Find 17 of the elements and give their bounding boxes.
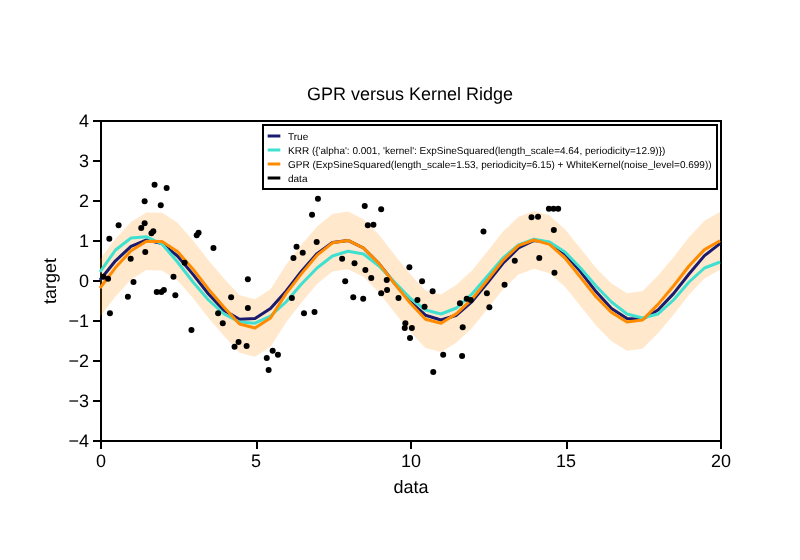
chart-title: GPR versus Kernel Ridge (306, 84, 514, 104)
y-tick-label: −4 (68, 431, 89, 451)
y-tick-label: 0 (78, 271, 89, 291)
x-tick-label: 5 (250, 451, 262, 471)
y-axis-title: target (40, 256, 61, 305)
x-tick-label: 0 (95, 451, 107, 471)
y-tick-label: −3 (68, 391, 89, 411)
y-tick-label: 4 (78, 111, 89, 131)
x-tick-label: 20 (710, 451, 732, 471)
x-tick-label: 15 (555, 451, 577, 471)
y-tick-label: 1 (78, 231, 89, 251)
x-tick-label: 10 (400, 451, 422, 471)
y-tick-label: 3 (78, 151, 89, 171)
y-tick-label: −1 (68, 311, 89, 331)
x-axis-title: data (393, 477, 429, 497)
y-tick-label: 2 (78, 191, 89, 211)
y-tick-label: −2 (68, 351, 89, 371)
